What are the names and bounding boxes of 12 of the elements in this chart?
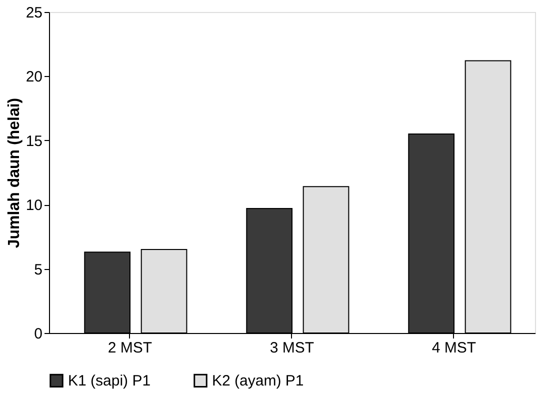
legend-label: K2 (ayam) P1: [212, 372, 304, 390]
x-tick-label: 2 MST: [108, 340, 152, 356]
legend-label: K1 (sapi) P1: [68, 372, 151, 390]
y-tick-label: 10: [26, 197, 42, 214]
x-tick-label: 3 MST: [270, 340, 314, 356]
y-tick-label: 20: [26, 68, 42, 86]
x-tick-label: 4 MST: [432, 340, 476, 356]
y-tick-label: 5: [34, 261, 42, 278]
y-tick-label: 25: [26, 4, 42, 22]
y-tick-label: 15: [26, 132, 42, 150]
y-tick-label: 0: [34, 326, 42, 342]
y-axis-title: Jumlah daun (helai): [6, 98, 23, 248]
